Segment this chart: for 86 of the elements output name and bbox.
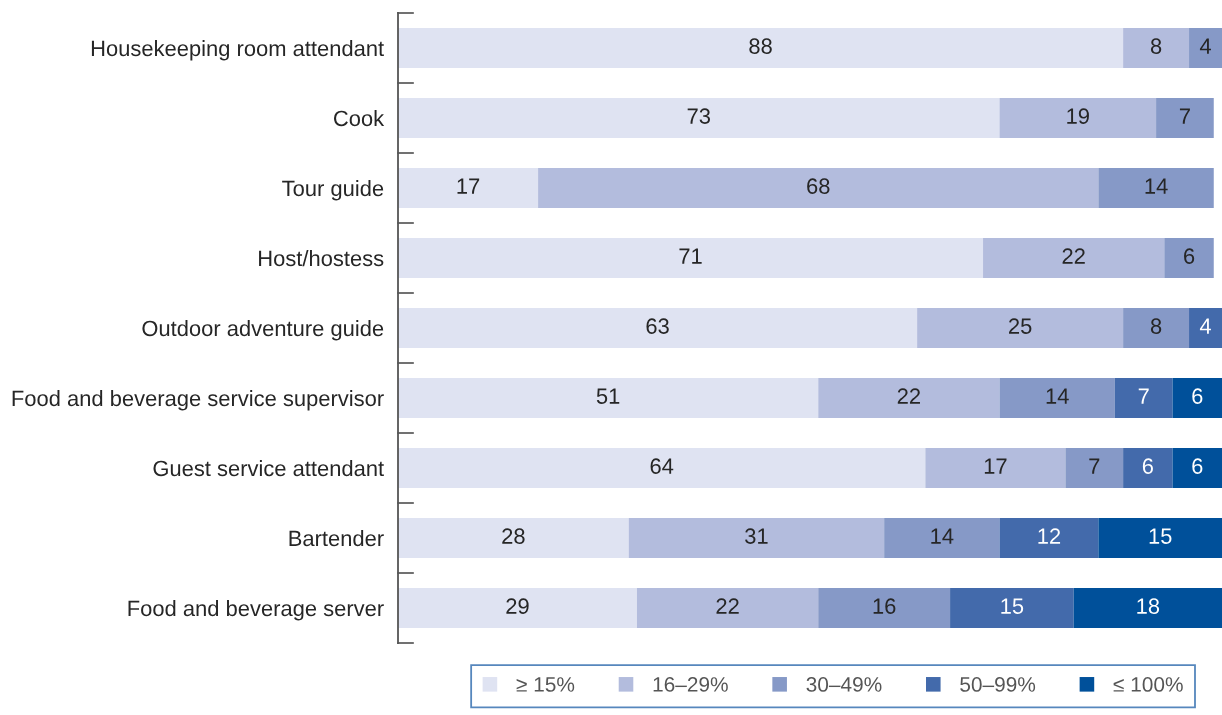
- bar: [1065, 448, 1124, 488]
- y-tick-label: Food and beverage server: [128, 600, 384, 621]
- legend-label: 30–49%: [806, 677, 882, 692]
- bar: [983, 238, 1165, 278]
- y-tick-label: Tour guide: [282, 180, 384, 201]
- bar: [1123, 28, 1190, 68]
- bar: [818, 588, 951, 628]
- data-label: 12: [1038, 528, 1061, 544]
- bar: [1172, 378, 1222, 418]
- data-label: 6: [1184, 248, 1195, 264]
- bar: [1172, 448, 1222, 488]
- bar: [884, 518, 1000, 558]
- data-label: 14: [931, 528, 954, 544]
- data-label: 88: [749, 38, 772, 54]
- bar: [398, 378, 819, 418]
- bar: [398, 28, 1124, 68]
- data-label: 14: [1145, 178, 1168, 194]
- data-label: 29: [506, 598, 529, 614]
- bar: [999, 518, 1099, 558]
- bar: [398, 308, 918, 348]
- y-tick-label: Bartender: [289, 530, 384, 547]
- bar: [818, 378, 1000, 418]
- bar: [636, 588, 819, 628]
- data-label: 22: [716, 598, 739, 614]
- bar: [1098, 518, 1222, 558]
- data-label: 6: [1142, 458, 1153, 474]
- data-label: 19: [1067, 108, 1089, 124]
- bar: [1189, 308, 1222, 348]
- bar: [398, 168, 539, 208]
- y-tick-label: Food and beverage service supervisor: [12, 390, 384, 411]
- bar: [999, 98, 1157, 138]
- bar: [1156, 98, 1214, 138]
- legend-label: ≥ 15%: [516, 677, 575, 692]
- bar: [999, 378, 1115, 418]
- legend-label: 16–29%: [653, 677, 728, 692]
- data-label: 4: [1199, 318, 1211, 334]
- bar: [1114, 378, 1173, 418]
- data-label: 14: [1046, 388, 1069, 404]
- data-label: 6: [1192, 458, 1203, 474]
- y-tick-label: Host/hostess: [259, 250, 384, 267]
- data-label: 17: [984, 458, 1007, 474]
- y-tick-label: Cook: [334, 110, 385, 127]
- data-label: 31: [745, 528, 768, 544]
- bar: [398, 518, 629, 558]
- bar: [398, 238, 984, 278]
- data-label: 71: [679, 248, 702, 264]
- data-label: 25: [1009, 318, 1032, 334]
- data-label: 4: [1199, 38, 1211, 54]
- data-label: 22: [897, 388, 920, 404]
- data-label: 15: [1001, 598, 1024, 614]
- bar: [1123, 448, 1173, 488]
- bar: [398, 448, 926, 488]
- data-label: 7: [1089, 458, 1100, 474]
- data-label: 7: [1138, 388, 1149, 404]
- bar: [1164, 238, 1214, 278]
- bar: [1073, 588, 1222, 628]
- data-label: 64: [650, 458, 674, 474]
- bar: [628, 518, 885, 558]
- data-label: 68: [807, 178, 830, 194]
- data-label: 73: [687, 108, 710, 124]
- data-label: 15: [1149, 528, 1172, 544]
- data-label: 8: [1150, 38, 1162, 54]
- bar: [925, 448, 1066, 488]
- data-label: 17: [457, 178, 480, 194]
- y-tick-label: Housekeeping room attendant: [91, 40, 384, 61]
- bar: [398, 98, 1000, 138]
- data-label: 7: [1179, 108, 1190, 124]
- data-label: 63: [646, 318, 669, 334]
- bar: [1189, 28, 1222, 68]
- legend-label: 50–99%: [960, 677, 1036, 692]
- data-label: 51: [596, 388, 620, 404]
- data-label: 22: [1062, 248, 1085, 264]
- bar: [950, 588, 1074, 628]
- bar: [1123, 308, 1190, 348]
- data-label: 18: [1137, 598, 1160, 614]
- data-label: 8: [1150, 318, 1162, 334]
- bar: [398, 588, 637, 628]
- data-label: 28: [502, 528, 525, 544]
- data-label: 6: [1192, 388, 1203, 404]
- bar: [1098, 168, 1214, 208]
- y-tick-label: Outdoor adventure guide: [142, 320, 384, 341]
- data-label: 16: [873, 598, 896, 614]
- y-tick-label: Guest service attendant: [153, 460, 384, 477]
- bar: [917, 308, 1124, 348]
- bar: [538, 168, 1099, 208]
- legend-label: ≤ 100%: [1113, 677, 1183, 692]
